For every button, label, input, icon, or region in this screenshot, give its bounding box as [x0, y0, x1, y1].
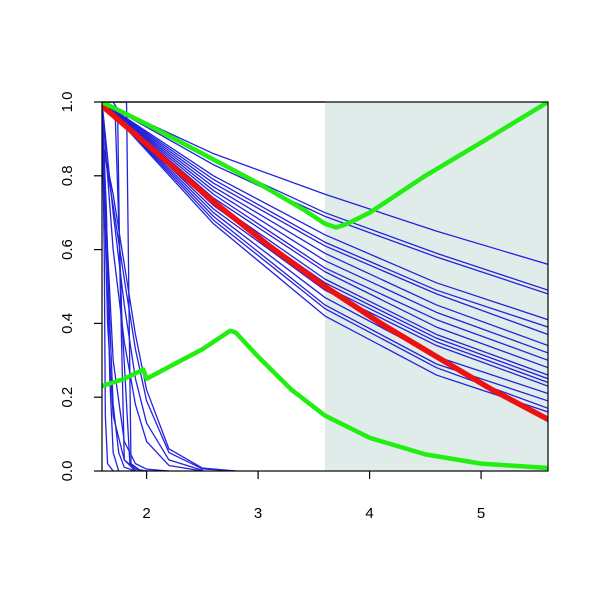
series-layer: [102, 102, 548, 471]
y-tick-label-0: 0.0: [59, 461, 76, 482]
y-tick-label-4: 0.8: [59, 165, 76, 186]
series-line-blue-fast-23: [102, 138, 237, 471]
x-axis: 2 3 4 5: [142, 471, 485, 522]
shaded-region: [325, 102, 548, 471]
series-line-blue-slow-8: [102, 102, 548, 361]
series-line-blue-fast-28: [102, 102, 114, 471]
x-tick-label-2: 2: [142, 505, 150, 522]
x-tick-label-3: 3: [254, 505, 262, 522]
y-axis: 0.0 0.2 0.4 0.6 0.8 1.0: [59, 92, 102, 482]
series-line-blue-slow-13: [102, 102, 548, 387]
series-line-green-upper-31: [102, 102, 548, 230]
series-line-blue-slow-4: [102, 102, 548, 328]
series-line-blue-fast-27: [102, 102, 142, 471]
series-line-blue-fast-22: [102, 138, 237, 471]
x-tick-label-4: 4: [365, 505, 373, 522]
series-line-blue-slow-2: [102, 102, 548, 295]
series-line-blue-fast-29: [102, 102, 120, 471]
series-line-blue-fast-20: [102, 102, 204, 471]
series-line-blue-slow-7: [102, 102, 548, 354]
series-line-green-lower-32: [102, 328, 548, 471]
y-tick-label-2: 0.4: [59, 313, 76, 334]
y-tick-label-5: 1.0: [59, 92, 76, 113]
series-line-blue-slow-9: [102, 102, 548, 369]
series-line-blue-fast-24: [102, 102, 148, 471]
series-line-blue-slow-5: [102, 102, 548, 336]
series-line-blue-slow-14: [102, 102, 548, 395]
series-line-blue-fast-26: [102, 102, 137, 471]
series-line-blue-fast-21: [102, 102, 204, 471]
y-tick-label-3: 0.6: [59, 239, 76, 260]
series-line-red-30: [102, 102, 548, 423]
series-line-blue-slow-0: [102, 102, 548, 266]
x-tick-label-5: 5: [477, 505, 485, 522]
series-line-blue-slow-6: [102, 102, 548, 347]
series-line-blue-slow-17: [102, 102, 548, 413]
series-line-blue-slow-3: [102, 102, 548, 321]
y-tick-label-1: 0.2: [59, 387, 76, 408]
